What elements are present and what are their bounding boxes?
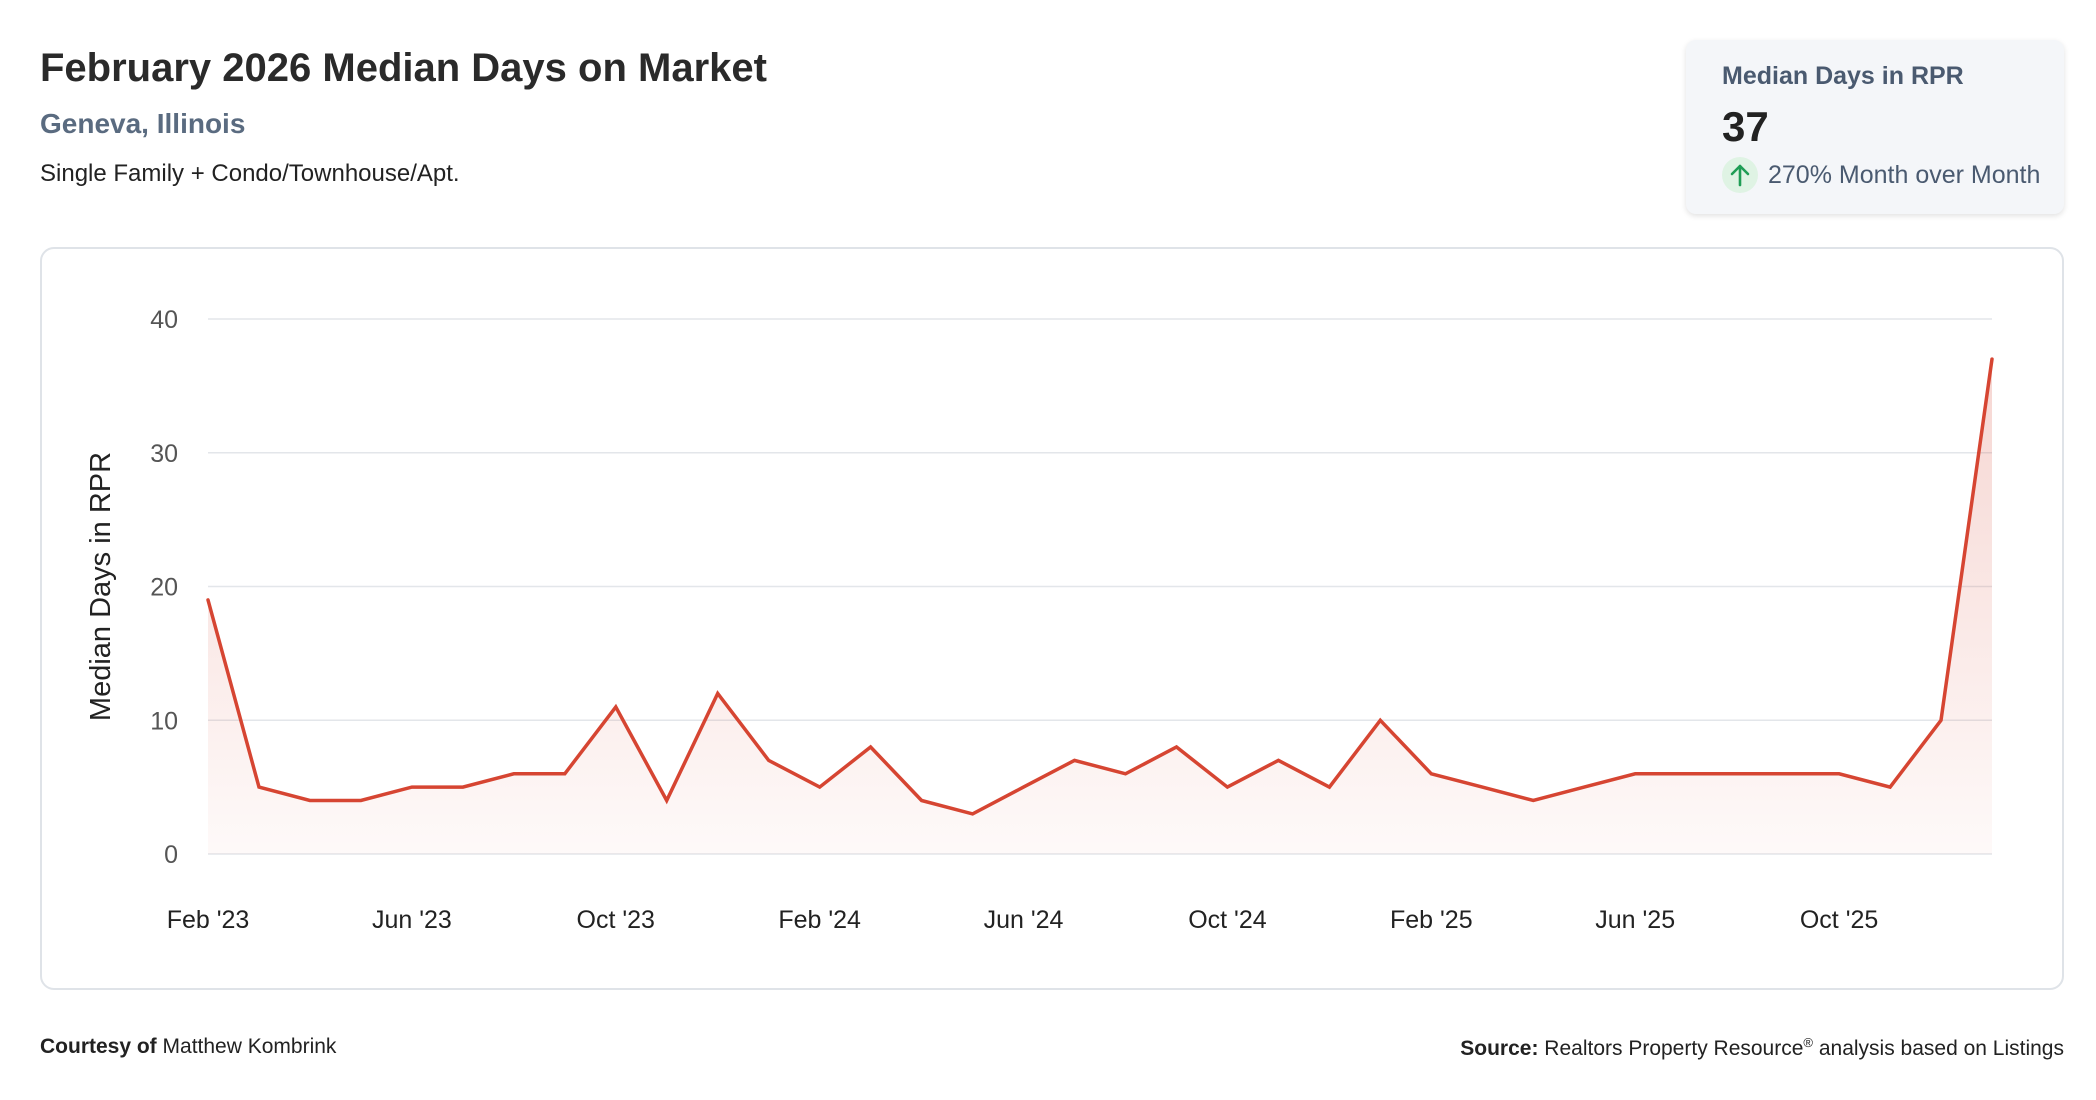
data-point	[920, 799, 924, 803]
x-tick-label: Oct '24	[1188, 906, 1267, 934]
data-point	[1684, 772, 1688, 776]
x-tick-label: Jun '25	[1595, 906, 1675, 934]
registered-mark: ®	[1803, 1035, 1813, 1050]
courtesy-name: Matthew Kombrink	[162, 1035, 337, 1058]
chart-panel: 0 10 20 30 40 Median Days in RPR Feb '23 Jun '2…	[40, 247, 2064, 990]
data-point	[1378, 718, 1382, 722]
source-label: Source:	[1460, 1037, 1539, 1060]
area-fill	[208, 359, 1992, 854]
data-point	[665, 799, 669, 803]
series-line	[206, 357, 1994, 816]
x-tick-label: Jun '23	[372, 906, 452, 934]
kpi-change-text: 270% Month over Month	[1768, 160, 2041, 189]
data-point	[1990, 357, 1994, 361]
x-tick-label: Oct '25	[1800, 906, 1878, 934]
data-point	[1429, 772, 1433, 776]
data-point	[410, 785, 414, 789]
data-point	[1786, 772, 1790, 776]
data-point	[971, 812, 975, 816]
data-point	[767, 758, 771, 762]
x-tick-label: Feb '23	[167, 906, 250, 934]
data-point	[1480, 785, 1484, 789]
data-point	[1633, 772, 1637, 776]
x-tick-label: Feb '24	[778, 906, 861, 934]
data-point	[1174, 745, 1178, 749]
data-point	[716, 692, 720, 696]
x-tick-label: Jun '24	[984, 906, 1064, 934]
data-point	[359, 799, 363, 803]
data-point	[1888, 785, 1892, 789]
data-point	[1582, 785, 1586, 789]
courtesy-footer: Courtesy of Matthew Kombrink	[40, 1035, 336, 1059]
source-text-end: analysis based on Listings	[1813, 1037, 2064, 1060]
x-tick-label: Oct '23	[577, 906, 655, 934]
source-footer: Source: Realtors Property Resource® anal…	[1460, 1035, 2064, 1061]
courtesy-label: Courtesy of	[40, 1035, 157, 1058]
page-title: February 2026 Median Days on Market	[40, 46, 767, 90]
data-point	[1225, 785, 1229, 789]
source-text: Realtors Property Resource	[1544, 1037, 1804, 1060]
y-tick-label: 20	[150, 574, 178, 602]
arrow-up-icon	[1722, 157, 1758, 193]
data-point	[818, 785, 822, 789]
kpi-label: Median Days in RPR	[1722, 62, 1964, 90]
data-point	[1276, 758, 1280, 762]
kpi-change-row: 270% Month over Month	[1722, 157, 2064, 193]
data-point	[1022, 785, 1026, 789]
kpi-card: Median Days in RPR 37 270% Month over Mo…	[1686, 40, 2064, 214]
y-axis-label: Median Days in RPR	[85, 452, 117, 721]
y-tick-label: 10	[150, 707, 178, 735]
y-tick-label: 30	[150, 440, 178, 468]
kpi-value: 37	[1722, 103, 1769, 150]
data-point	[512, 772, 516, 776]
data-point	[1939, 718, 1943, 722]
data-point	[1327, 785, 1331, 789]
data-point	[206, 598, 210, 602]
data-point	[308, 799, 312, 803]
location-subtitle: Geneva, Illinois	[40, 108, 246, 139]
x-tick-label: Feb '25	[1390, 906, 1473, 934]
line-chart: 0 10 20 30 40 Median Days in RPR Feb '23 Jun '2…	[85, 306, 1994, 934]
data-point	[1837, 772, 1841, 776]
data-point	[1073, 758, 1077, 762]
data-point	[461, 785, 465, 789]
data-point	[869, 745, 873, 749]
property-types-label: Single Family + Condo/Townhouse/Apt.	[40, 160, 460, 187]
data-point	[563, 772, 567, 776]
data-point	[1735, 772, 1739, 776]
data-point	[257, 785, 261, 789]
y-tick-label: 40	[150, 306, 178, 334]
data-point	[1123, 772, 1127, 776]
data-point	[614, 705, 618, 709]
data-point	[1531, 799, 1535, 803]
y-tick-label: 0	[164, 841, 178, 869]
